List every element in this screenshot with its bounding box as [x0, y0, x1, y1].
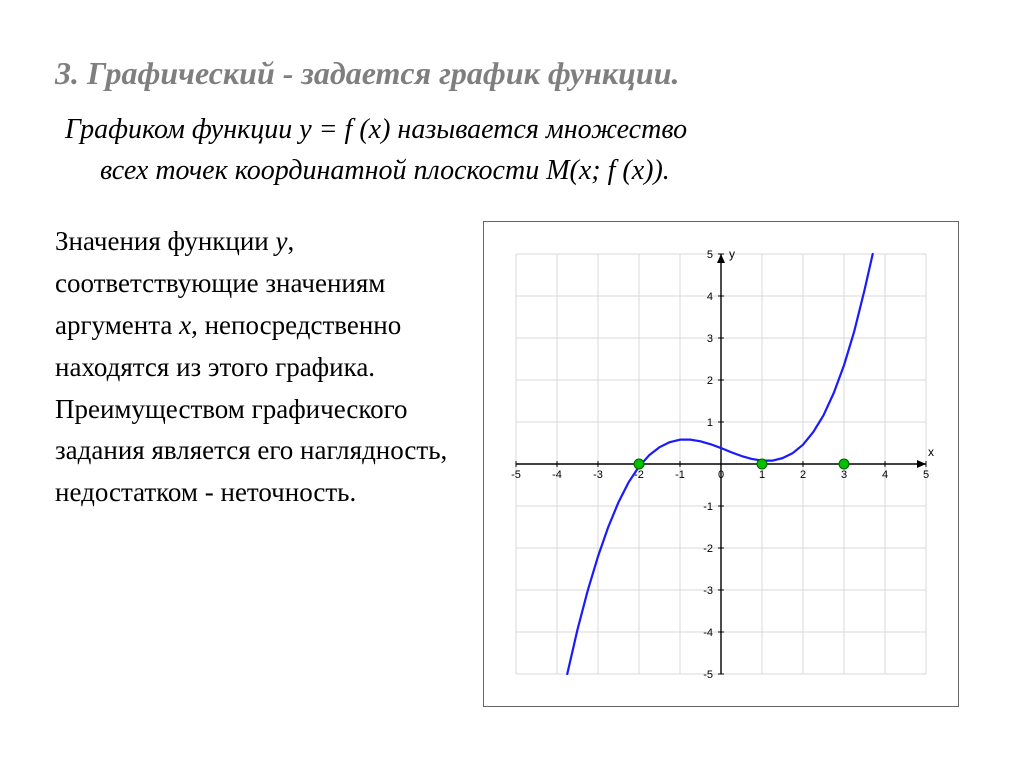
svg-text:-5: -5 — [703, 669, 713, 681]
svg-text:3: 3 — [841, 469, 847, 481]
formula-yfx: y = f (x) — [299, 114, 390, 145]
svg-text:3: 3 — [707, 333, 713, 345]
svg-text:0: 0 — [718, 469, 724, 481]
svg-text:2: 2 — [707, 375, 713, 387]
svg-text:-3: -3 — [703, 585, 713, 597]
svg-text:-5: -5 — [511, 469, 521, 481]
section-title: 3. Графический - задается график функции… — [55, 55, 969, 92]
svg-text:5: 5 — [923, 469, 929, 481]
svg-text:-4: -4 — [552, 469, 562, 481]
def2-pre: всех точек координатной плоскости — [100, 155, 546, 186]
svg-text:4: 4 — [707, 291, 713, 303]
def1-post: называется множество — [397, 114, 687, 145]
function-graph: -5-4-3-2-1012345-5-4-3-2-112345xy — [483, 221, 959, 707]
svg-text:-1: -1 — [675, 469, 685, 481]
body-paragraph: Значения функции y, соответствующие знач… — [55, 221, 455, 514]
svg-text:1: 1 — [759, 469, 765, 481]
svg-text:5: 5 — [707, 249, 713, 261]
var-y: y — [276, 226, 288, 256]
para-a: Значения функции — [55, 226, 276, 256]
var-x: x — [179, 310, 191, 340]
definition-line-1: Графиком функции y = f (x) называется мн… — [65, 110, 969, 151]
def1-pre: Графиком функции — [65, 114, 299, 145]
svg-text:-3: -3 — [593, 469, 603, 481]
svg-text:x: x — [928, 445, 934, 459]
svg-text:2: 2 — [800, 469, 806, 481]
svg-text:-2: -2 — [703, 543, 713, 555]
svg-text:4: 4 — [882, 469, 888, 481]
chart-svg: -5-4-3-2-1012345-5-4-3-2-112345xy — [496, 234, 946, 694]
formula-mxfx: M(x; f (x)). — [546, 155, 670, 186]
svg-text:y: y — [729, 247, 735, 261]
definition-line-2: всех точек координатной плоскости M(x; f… — [100, 151, 969, 192]
svg-text:-1: -1 — [703, 501, 713, 513]
svg-text:-4: -4 — [703, 627, 713, 639]
svg-text:1: 1 — [707, 417, 713, 429]
